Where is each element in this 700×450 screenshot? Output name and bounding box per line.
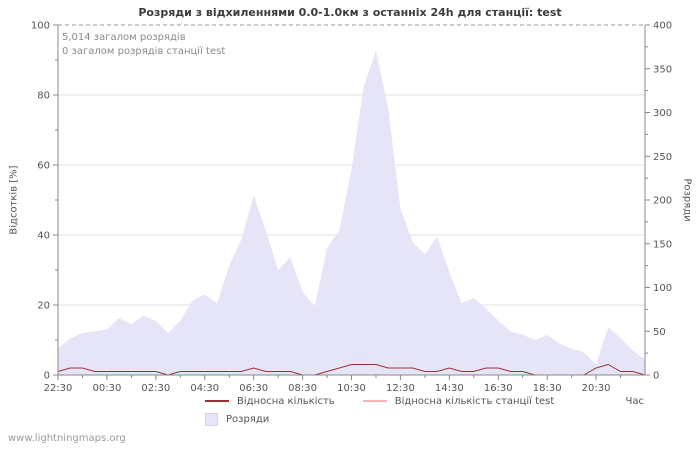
- legend-label: Відносна кількість: [237, 395, 335, 407]
- legend-row-area: Розряди: [205, 410, 582, 428]
- svg-text:02:30: 02:30: [141, 383, 170, 394]
- svg-text:0: 0: [44, 371, 50, 382]
- svg-text:80: 80: [37, 91, 50, 102]
- svg-text:100: 100: [31, 21, 50, 32]
- svg-text:00:30: 00:30: [93, 383, 122, 394]
- svg-text:06:30: 06:30: [239, 383, 268, 394]
- legend-item-discharges: Розряди: [205, 412, 270, 426]
- relative-count-line-swatch: [205, 400, 229, 402]
- svg-text:0: 0: [653, 371, 659, 382]
- svg-text:350: 350: [653, 64, 672, 75]
- svg-text:250: 250: [653, 152, 672, 163]
- legend-item-relative-count-station: Відносна кількість станції test: [362, 395, 555, 407]
- discharges-area-swatch: [205, 412, 218, 426]
- legend-row-lines: Відносна кількість Відносна кількість ст…: [205, 392, 582, 410]
- watermark: www.lightningmaps.org: [8, 433, 126, 444]
- discharges-area: [58, 51, 645, 376]
- svg-text:300: 300: [653, 108, 672, 119]
- svg-text:22:30: 22:30: [44, 383, 73, 394]
- svg-text:60: 60: [37, 161, 50, 172]
- relative-count-station-line-swatch: [362, 400, 387, 402]
- x-axis-label: Час: [625, 396, 644, 407]
- legend-item-relative-count: Відносна кількість: [205, 396, 335, 407]
- legend-label: Розряди: [226, 413, 270, 425]
- svg-text:50: 50: [653, 327, 666, 338]
- svg-text:20:30: 20:30: [582, 383, 611, 394]
- svg-text:40: 40: [37, 231, 50, 242]
- annotation-total-discharges: 5,014 загалом розрядів: [62, 32, 186, 43]
- legend-label: Відносна кількість станції test: [394, 395, 555, 407]
- svg-text:14:30: 14:30: [435, 383, 464, 394]
- svg-text:10:30: 10:30: [337, 383, 366, 394]
- svg-text:400: 400: [653, 21, 672, 32]
- svg-text:100: 100: [653, 283, 672, 294]
- svg-text:200: 200: [653, 196, 672, 207]
- legend: Відносна кількість Відносна кількість ст…: [205, 392, 582, 428]
- svg-text:12:30: 12:30: [386, 383, 415, 394]
- svg-text:16:30: 16:30: [484, 383, 513, 394]
- svg-text:20: 20: [37, 301, 50, 312]
- annotation-station-total: 0 загалом розрядів станції test: [62, 46, 226, 57]
- svg-text:04:30: 04:30: [190, 383, 219, 394]
- svg-text:18:30: 18:30: [533, 383, 562, 394]
- svg-text:08:30: 08:30: [288, 383, 317, 394]
- svg-text:150: 150: [653, 239, 672, 250]
- chart-title: Розряди з відхиленнями 0.0-1.0км з остан…: [138, 6, 562, 19]
